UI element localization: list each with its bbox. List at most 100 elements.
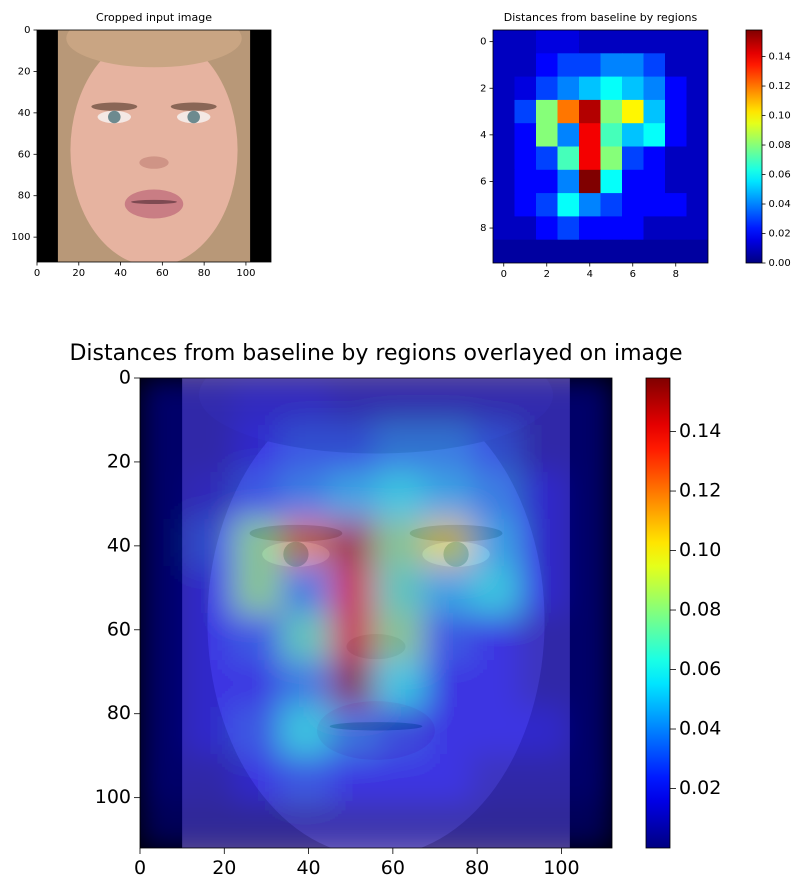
overlay-cell (140, 613, 188, 661)
heatmap-cell (558, 30, 580, 54)
overlay-cell (565, 566, 613, 614)
heatmap-cell (493, 53, 515, 77)
x-tick-label: 0 (501, 269, 507, 280)
heatmap-cell (579, 100, 601, 124)
overlay-cell (234, 425, 282, 473)
heatmap-cell (601, 170, 623, 194)
overlay-cell (518, 660, 566, 708)
heatmap-cell (644, 100, 666, 124)
overlay-cell (234, 472, 282, 520)
x-tick-label: 40 (114, 268, 127, 279)
heatmap-cell (644, 170, 666, 194)
overlay-cell (423, 801, 471, 849)
y-tick-label: 80 (107, 702, 131, 724)
figure: Cropped input image020406080100020406080… (0, 0, 793, 882)
overlay-cell (518, 613, 566, 661)
heatmap-cell (493, 216, 515, 240)
heatmap-cell (622, 170, 644, 194)
heatmap-cell (665, 53, 687, 77)
heatmap-cell (579, 77, 601, 101)
subplot-title: Distances from baseline by regions overl… (69, 341, 682, 366)
overlay-cell (329, 707, 377, 755)
overlay-cell (470, 566, 518, 614)
y-tick-label: 0 (24, 25, 30, 36)
heatmap-cell (665, 170, 687, 194)
colorbar-tick-label: 0.02 (679, 777, 721, 799)
heatmap-cell (558, 53, 580, 77)
overlay-cell (234, 378, 282, 426)
overlay-cell (187, 472, 235, 520)
overlay-cell (518, 707, 566, 755)
y-tick-label: 60 (18, 149, 31, 160)
heatmap-cell (687, 100, 709, 124)
colorbar-tick-label: 0.12 (769, 81, 791, 92)
overlay-cell (518, 801, 566, 849)
heatmap-overlay (140, 378, 613, 849)
heatmap-cell (558, 77, 580, 101)
heatmap-cell (493, 123, 515, 147)
y-tick-label: 8 (480, 223, 486, 234)
colorbar-tick-label: 0.14 (679, 420, 721, 442)
heatmap-cell (644, 53, 666, 77)
y-tick-label: 20 (107, 450, 131, 472)
face-feature (91, 103, 137, 111)
heatmap-cell (515, 100, 537, 124)
colorbar (746, 30, 762, 263)
overlay-cell (329, 754, 377, 802)
overlay-cell (565, 801, 613, 849)
overlay-cell (470, 519, 518, 567)
overlay-cell (423, 566, 471, 614)
heatmap-cell (493, 30, 515, 54)
plot-area (140, 336, 613, 856)
overlay-cell (329, 566, 377, 614)
heatmap-cell (622, 30, 644, 54)
x-tick-label: 2 (544, 269, 550, 280)
x-tick-label: 40 (296, 857, 320, 879)
heatmap-cell (601, 53, 623, 77)
overlay-cell (234, 519, 282, 567)
heatmap-cell (665, 147, 687, 171)
overlay-cell (565, 519, 613, 567)
heatmap-cell (665, 100, 687, 124)
overlay-cell (140, 519, 188, 567)
heatmap-cell (579, 53, 601, 77)
overlay-cell (565, 707, 613, 755)
overlay-cell (518, 378, 566, 426)
subplot: Distances from baseline by regions overl… (69, 336, 721, 879)
heatmap-cell (493, 170, 515, 194)
heatmap-cell (644, 147, 666, 171)
overlay-cell (470, 472, 518, 520)
overlay-cell (565, 754, 613, 802)
colorbar-tick-label: 0.08 (769, 140, 791, 151)
x-tick-label: 80 (465, 857, 489, 879)
heatmap-cell (644, 216, 666, 240)
overlay-cell (423, 707, 471, 755)
heatmap-cell (601, 77, 623, 101)
heatmap-cell (579, 147, 601, 171)
y-tick-label: 40 (107, 534, 131, 556)
overlay-cell (234, 707, 282, 755)
heatmap-cell (622, 100, 644, 124)
overlay-cell (187, 566, 235, 614)
overlay-cell (565, 472, 613, 520)
heatmap-cell (665, 216, 687, 240)
overlay-cell (282, 472, 330, 520)
heatmap-cell (622, 77, 644, 101)
overlay-cell (470, 425, 518, 473)
x-tick-label: 60 (381, 857, 405, 879)
overlay-cell (282, 566, 330, 614)
x-tick-label: 4 (587, 269, 593, 280)
y-tick-label: 4 (480, 130, 486, 141)
heatmap-cell (579, 123, 601, 147)
colorbar-tick-label: 0.06 (679, 658, 721, 680)
overlay-cell (565, 378, 613, 426)
overlay-cell (329, 472, 377, 520)
overlay-cell (423, 519, 471, 567)
overlay-cell (470, 613, 518, 661)
colorbar-tick-label: 0.08 (679, 599, 721, 621)
colorbar-tick-label: 0.06 (769, 170, 791, 181)
subplot-title: Distances from baseline by regions (504, 11, 698, 24)
heatmap-cell (558, 123, 580, 147)
heatmap-cell (579, 170, 601, 194)
